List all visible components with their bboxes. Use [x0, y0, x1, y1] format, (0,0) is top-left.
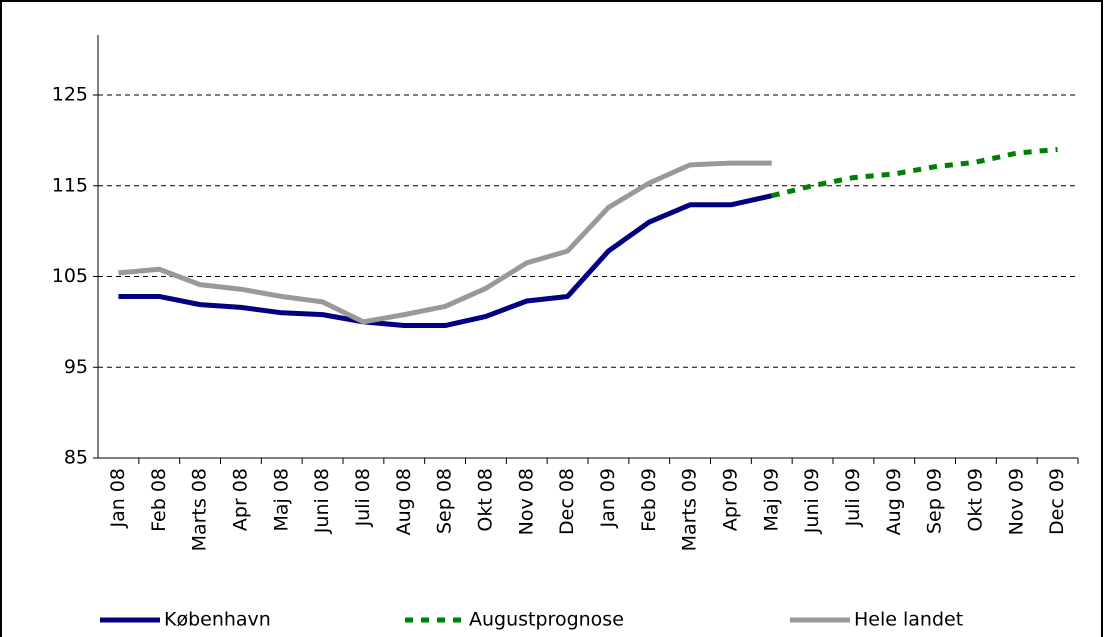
x-tick-label: Feb 09: [638, 468, 660, 532]
x-tick-label: Nov 09: [1005, 468, 1027, 535]
x-tick-label: Jan 08: [107, 468, 129, 529]
x-tick-label: Marts 08: [189, 468, 211, 551]
legend-label: København: [164, 609, 271, 631]
x-tick-label: Aug 09: [883, 468, 905, 535]
x-tick-label: Okt 09: [964, 468, 986, 532]
x-tick-label: Maj 09: [760, 468, 782, 532]
x-tick-label: Dec 09: [1046, 468, 1068, 535]
x-tick-label: Apr 09: [719, 468, 741, 531]
x-tick-label: Juli 09: [842, 468, 864, 527]
legend-label: Hele landet: [854, 609, 963, 631]
x-tick-label: Apr 08: [229, 468, 251, 531]
x-tick-label: Marts 09: [679, 468, 701, 551]
x-tick-label: Juni 09: [801, 468, 823, 534]
x-tick-label: Jan 09: [597, 468, 619, 529]
x-tick-label: Okt 08: [474, 468, 496, 532]
series-line: [771, 146, 1058, 199]
y-tick-label: 105: [52, 265, 88, 287]
x-tick-label: Juli 08: [352, 468, 374, 527]
series-line: [118, 160, 772, 325]
y-tick-label: 125: [52, 84, 88, 106]
x-tick-label: Dec 08: [556, 468, 578, 535]
x-tick-label: Sep 09: [924, 468, 946, 534]
series-line: [118, 193, 773, 329]
y-tick-label: 85: [64, 447, 88, 469]
y-tick-label: 115: [52, 174, 88, 196]
x-tick-label: Feb 08: [148, 468, 170, 532]
x-tick-label: Juni 08: [311, 468, 333, 534]
y-tick-label: 95: [64, 356, 88, 378]
x-tick-label: Maj 08: [270, 468, 292, 532]
x-tick-label: Aug 08: [393, 468, 415, 535]
legend-label: Augustprognose: [469, 609, 624, 631]
x-tick-label: Sep 08: [434, 468, 456, 534]
x-tick-label: Nov 08: [515, 468, 537, 535]
